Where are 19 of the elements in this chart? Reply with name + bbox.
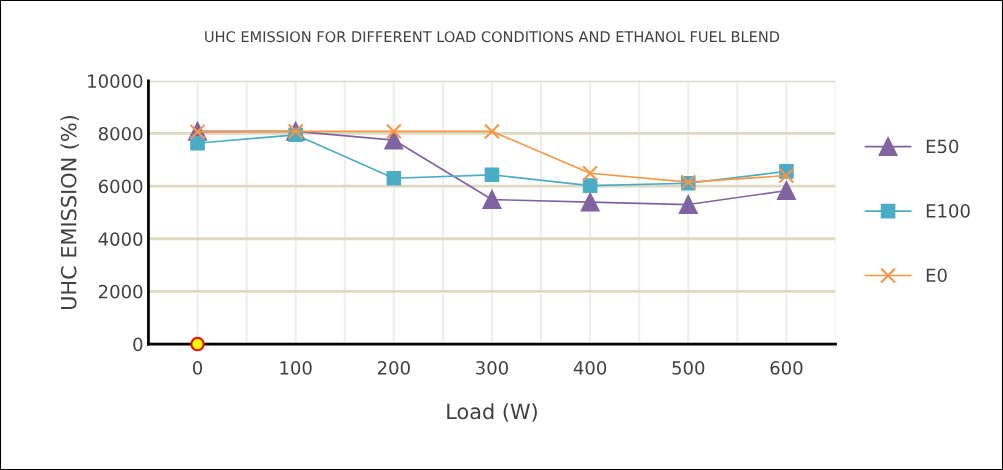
x-tick-label: 600 [770,361,803,375]
x-tick-label: 500 [672,361,705,375]
x-tick-label: 300 [476,361,508,375]
legend-label: E0 [926,268,947,283]
x-axis-title: Load (W) [447,403,537,422]
y-tick-label: 10000 [88,74,143,88]
y-tick-label: 4000 [98,232,143,246]
x-tick-label: 400 [573,361,607,375]
y-axis-title: UHC EMISSION (%) [60,115,79,309]
legend-label: E50 [926,139,959,154]
y-tick-label: 6000 [98,179,143,194]
x-tick-label: 0 [192,361,203,375]
x-tick-label: 100 [280,361,312,375]
x-tick-label: 200 [377,361,410,375]
y-tick-label: 2000 [98,284,143,299]
chart-title: UHC EMISSION FOR DIFFERENT LOAD CONDITIONS AND ETHANOL FUEL BLEND [205,31,780,43]
y-tick-label: 8000 [98,126,143,141]
legend-label: E100 [926,204,970,218]
y-tick-label: 0 [133,337,143,352]
